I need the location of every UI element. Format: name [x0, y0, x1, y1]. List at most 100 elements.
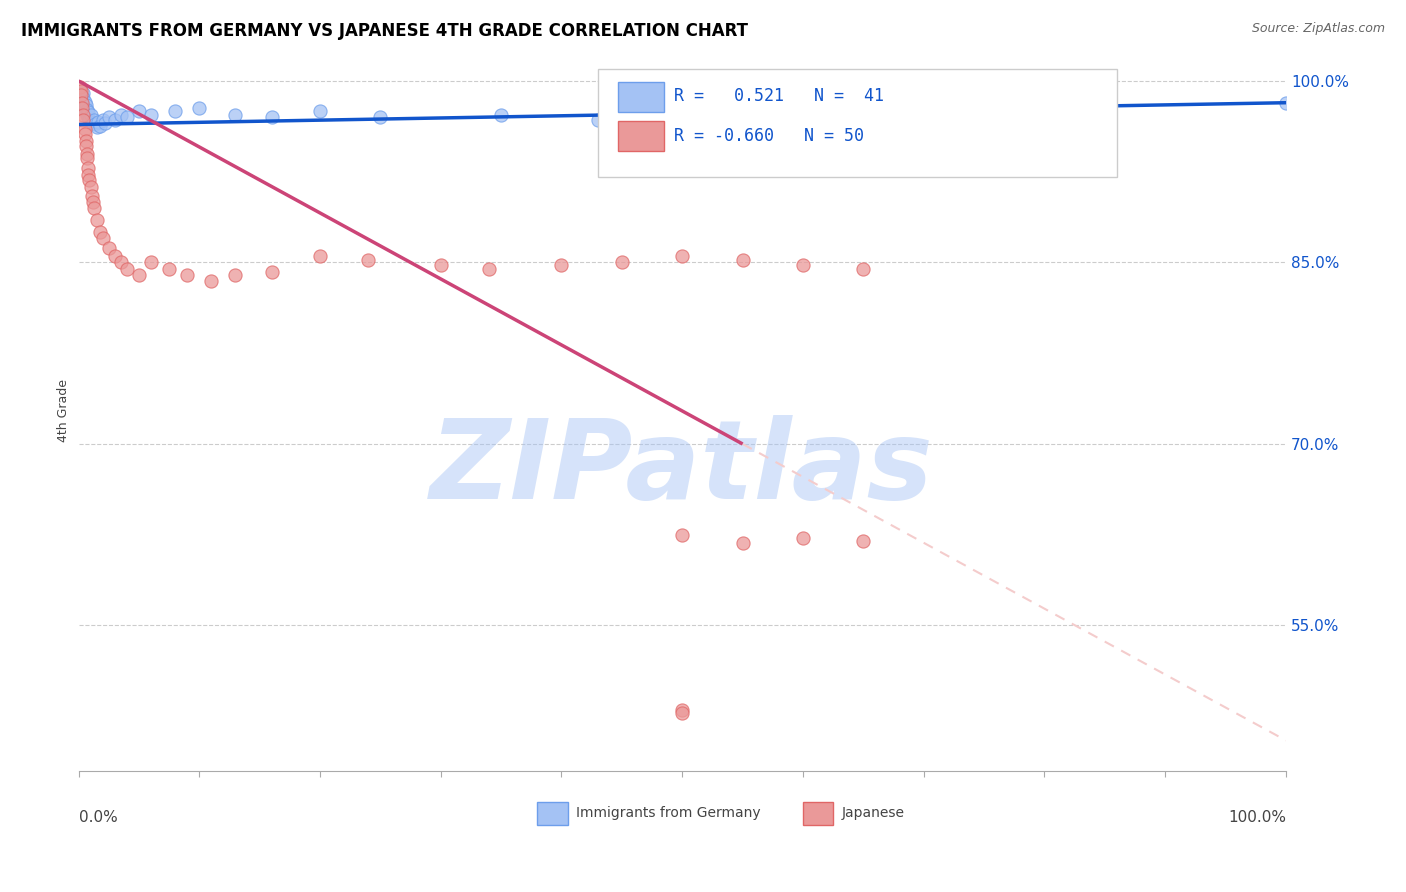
- Point: [176, 268, 198, 282]
- Point: [104, 112, 127, 127]
- Point: [77, 169, 100, 183]
- Point: [70, 88, 93, 103]
- Point: [478, 261, 501, 276]
- Point: [69, 86, 91, 100]
- Point: [110, 255, 132, 269]
- Text: Immigrants from Germany: Immigrants from Germany: [576, 806, 761, 820]
- Point: [75, 135, 97, 149]
- Bar: [803, 802, 834, 825]
- Point: [165, 104, 187, 119]
- Point: [72, 108, 94, 122]
- Point: [731, 536, 754, 550]
- Point: [370, 110, 392, 124]
- Point: [79, 112, 101, 127]
- Point: [973, 112, 995, 127]
- Point: [97, 110, 120, 124]
- Text: Japanese: Japanese: [842, 806, 904, 820]
- Point: [792, 258, 814, 272]
- Point: [70, 101, 93, 115]
- Point: [489, 108, 512, 122]
- Point: [91, 231, 114, 245]
- Point: [309, 104, 332, 119]
- Point: [260, 110, 283, 124]
- Bar: [537, 802, 568, 825]
- Point: [79, 173, 101, 187]
- Point: [110, 108, 132, 122]
- Point: [157, 261, 180, 276]
- Point: [70, 84, 93, 98]
- Point: [70, 88, 93, 103]
- Point: [84, 118, 107, 132]
- Point: [72, 86, 94, 100]
- Point: [72, 91, 94, 105]
- Point: [610, 255, 633, 269]
- Point: [70, 92, 93, 106]
- Point: [731, 253, 754, 268]
- Point: [115, 261, 138, 276]
- Point: [97, 241, 120, 255]
- Point: [79, 108, 101, 122]
- Point: [87, 115, 110, 129]
- Point: [79, 180, 101, 194]
- Y-axis label: 4th Grade: 4th Grade: [58, 379, 70, 442]
- Point: [76, 103, 98, 117]
- Point: [83, 112, 105, 127]
- Point: [86, 120, 108, 134]
- Point: [188, 101, 211, 115]
- Text: IMMIGRANTS FROM GERMANY VS JAPANESE 4TH GRADE CORRELATION CHART: IMMIGRANTS FROM GERMANY VS JAPANESE 4TH …: [21, 22, 748, 40]
- Point: [91, 112, 114, 127]
- Point: [76, 108, 98, 122]
- Point: [75, 139, 97, 153]
- Point: [139, 255, 162, 269]
- Point: [671, 249, 693, 263]
- Point: [77, 161, 100, 175]
- Text: 100.0%: 100.0%: [1227, 810, 1286, 825]
- Point: [75, 98, 97, 112]
- Point: [86, 213, 108, 227]
- Text: 0.0%: 0.0%: [79, 810, 117, 825]
- Point: [77, 105, 100, 120]
- Point: [82, 194, 104, 209]
- Point: [73, 127, 96, 141]
- Point: [115, 110, 138, 124]
- Point: [200, 274, 222, 288]
- Point: [89, 119, 111, 133]
- Point: [76, 146, 98, 161]
- Point: [80, 115, 103, 129]
- Point: [73, 122, 96, 136]
- Text: Source: ZipAtlas.com: Source: ZipAtlas.com: [1251, 22, 1385, 36]
- Point: [852, 261, 875, 276]
- Point: [1275, 95, 1298, 110]
- Point: [89, 225, 111, 239]
- Point: [671, 703, 693, 717]
- Point: [75, 104, 97, 119]
- Text: R = -0.660   N = 50: R = -0.660 N = 50: [673, 127, 863, 145]
- Point: [357, 253, 380, 268]
- Point: [671, 527, 693, 541]
- Point: [73, 101, 96, 115]
- Point: [73, 95, 96, 109]
- Point: [77, 110, 100, 124]
- Point: [72, 112, 94, 127]
- Point: [104, 249, 127, 263]
- Point: [82, 116, 104, 130]
- Point: [76, 152, 98, 166]
- Point: [83, 201, 105, 215]
- Bar: [619, 121, 664, 152]
- Point: [792, 532, 814, 546]
- Point: [309, 249, 332, 263]
- Point: [139, 108, 162, 122]
- Point: [80, 189, 103, 203]
- FancyBboxPatch shape: [598, 69, 1116, 177]
- Point: [586, 112, 609, 127]
- Point: [128, 104, 150, 119]
- Text: R =   0.521   N =  41: R = 0.521 N = 41: [673, 87, 884, 105]
- Point: [70, 95, 93, 110]
- Point: [550, 258, 572, 272]
- Text: ZIPatlas: ZIPatlas: [430, 415, 934, 522]
- Point: [128, 268, 150, 282]
- Point: [94, 116, 117, 130]
- Point: [429, 258, 451, 272]
- Point: [224, 108, 246, 122]
- Point: [671, 706, 693, 720]
